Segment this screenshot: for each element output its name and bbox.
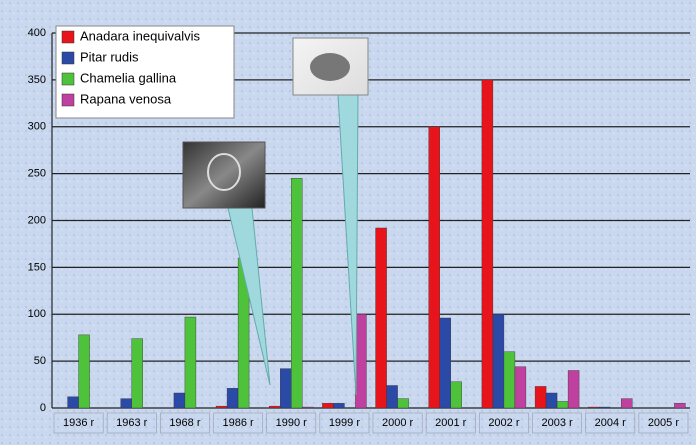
- bar: [173, 392, 186, 409]
- legend-label: Pitar rudis: [80, 49, 139, 64]
- bar: [269, 405, 281, 409]
- callout-jellyfish: [182, 141, 271, 386]
- y-tick-label: 350: [28, 74, 46, 86]
- bar: [78, 334, 90, 409]
- x-tick-label: 2003 r: [541, 417, 573, 429]
- bar: [439, 317, 451, 409]
- callout-image: [182, 141, 266, 209]
- legend-box: [55, 25, 235, 119]
- y-tick-label: 400: [28, 27, 46, 39]
- legend-swatch: [61, 51, 75, 65]
- bar: [355, 314, 367, 409]
- shell-icon: [310, 53, 350, 81]
- legend-swatch: [61, 93, 75, 107]
- x-tick-label: 2004 r: [595, 417, 627, 429]
- x-tick-box: [53, 412, 104, 434]
- x-tick-label: 1936 r: [63, 417, 95, 429]
- y-tick-label: 100: [28, 308, 46, 320]
- callout-image: [292, 37, 369, 96]
- x-tick-label: 1963 r: [116, 417, 148, 429]
- x-tick-label: 1990 r: [276, 417, 308, 429]
- x-tick-box: [532, 412, 582, 434]
- x-tick-box: [319, 412, 370, 434]
- x-tick-label: 2002 r: [488, 417, 520, 429]
- x-tick-box: [425, 412, 476, 434]
- bar: [280, 368, 292, 409]
- bar: [375, 227, 387, 409]
- x-tick-label: 1968 r: [169, 417, 201, 429]
- legend-label: Chamelia gallina: [80, 70, 177, 85]
- bar: [450, 381, 462, 409]
- bar: [215, 405, 228, 409]
- bar: [428, 126, 440, 409]
- bar: [492, 314, 505, 409]
- y-tick-label: 250: [28, 168, 46, 180]
- x-tick-box: [479, 412, 529, 434]
- bar: [556, 401, 569, 409]
- legend: Anadara inequivalvis Pitar rudis Chamelia …: [55, 25, 235, 119]
- bar: [621, 398, 633, 409]
- legend-label: Anadara inequivalvis: [80, 28, 200, 43]
- x-tick-box: [213, 412, 263, 434]
- bar: [534, 386, 547, 409]
- bar: [514, 366, 527, 409]
- x-tick-box: [638, 412, 689, 434]
- bar: [67, 396, 79, 409]
- x-tick-label: 1986 r: [222, 417, 254, 429]
- bar: [302, 406, 314, 409]
- x-tick-box: [160, 412, 210, 434]
- bar: [184, 316, 197, 409]
- bar: [386, 385, 398, 409]
- bar: [588, 406, 600, 409]
- bar: [397, 398, 409, 409]
- bar: [674, 403, 686, 409]
- y-tick-label: 300: [28, 121, 46, 133]
- x-tick-label: 2000 r: [382, 417, 414, 429]
- jellyfish-icon: [207, 153, 241, 191]
- callout-shell: [292, 37, 369, 396]
- plot-area: 0 50 100 150 200 250 300 350 400 1936 r 1963 r 1968…: [28, 27, 690, 434]
- legend-swatch: [61, 72, 75, 86]
- x-tick-label: 2005 r: [648, 417, 680, 429]
- x-tick-label: 1999 r: [329, 417, 361, 429]
- bar: [120, 398, 132, 409]
- bar: [481, 79, 494, 409]
- x-tick-label: 2001 r: [435, 417, 467, 429]
- bar: [291, 178, 303, 409]
- bar: [545, 392, 558, 409]
- y-tick-label: 200: [28, 214, 46, 226]
- x-tick-box: [585, 412, 636, 434]
- bar: [503, 351, 516, 409]
- y-tick-label: 150: [28, 261, 46, 273]
- bar: [131, 338, 143, 409]
- legend-swatch: [61, 30, 75, 44]
- legend-label: Rapana venosa: [80, 91, 172, 106]
- bar: [333, 403, 345, 409]
- bar: [322, 403, 334, 409]
- x-tick-box: [266, 412, 317, 434]
- bar: [599, 406, 611, 409]
- y-tick-label: 0: [40, 402, 46, 414]
- x-tick-box: [372, 412, 423, 434]
- y-tick-label: 50: [34, 355, 46, 367]
- x-tick-box: [106, 412, 157, 434]
- bar: [567, 370, 580, 409]
- bar: [226, 388, 239, 409]
